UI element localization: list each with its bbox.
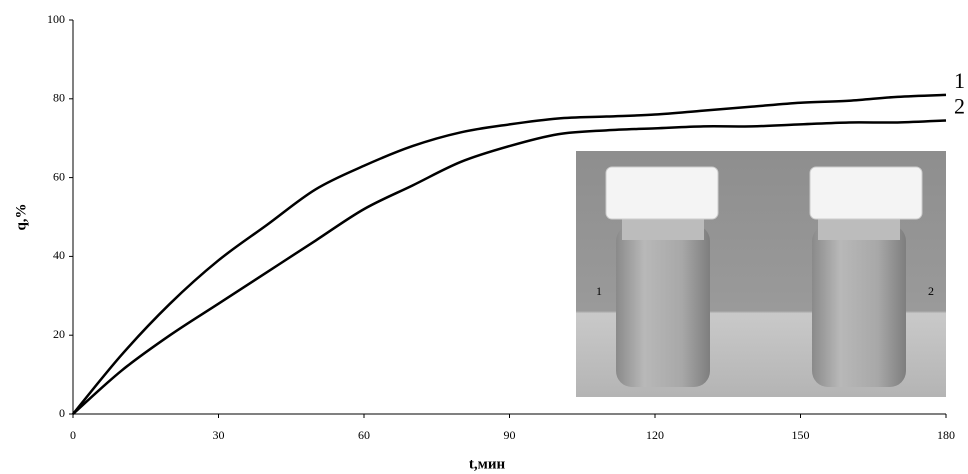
y-tick-label: 20: [53, 327, 65, 341]
y-tick-label: 40: [53, 248, 65, 262]
x-tick-label: 30: [213, 428, 225, 442]
y-tick-label: 0: [59, 406, 65, 420]
legend-label: 1: [954, 68, 965, 93]
y-tick-label: 80: [53, 91, 65, 105]
y-tick-label: 100: [47, 12, 65, 26]
inset-photo: 1 2: [576, 151, 946, 397]
x-tick-label: 0: [70, 428, 76, 442]
inset-label: 1: [596, 284, 602, 298]
series-line: [72, 119, 947, 415]
legend-label: 2: [954, 94, 965, 119]
x-tick-label: 150: [792, 428, 810, 442]
y-axis-title: q,%: [13, 203, 29, 230]
x-tick-label: 120: [646, 428, 664, 442]
x-tick-label: 60: [358, 428, 370, 442]
x-tick-label: 90: [504, 428, 516, 442]
y-tick-label: 60: [53, 169, 65, 183]
series-line: [72, 93, 947, 415]
x-axis-title: t,мин: [469, 456, 506, 472]
x-tick-label: 180: [937, 428, 955, 442]
inset-label: 2: [928, 284, 934, 298]
